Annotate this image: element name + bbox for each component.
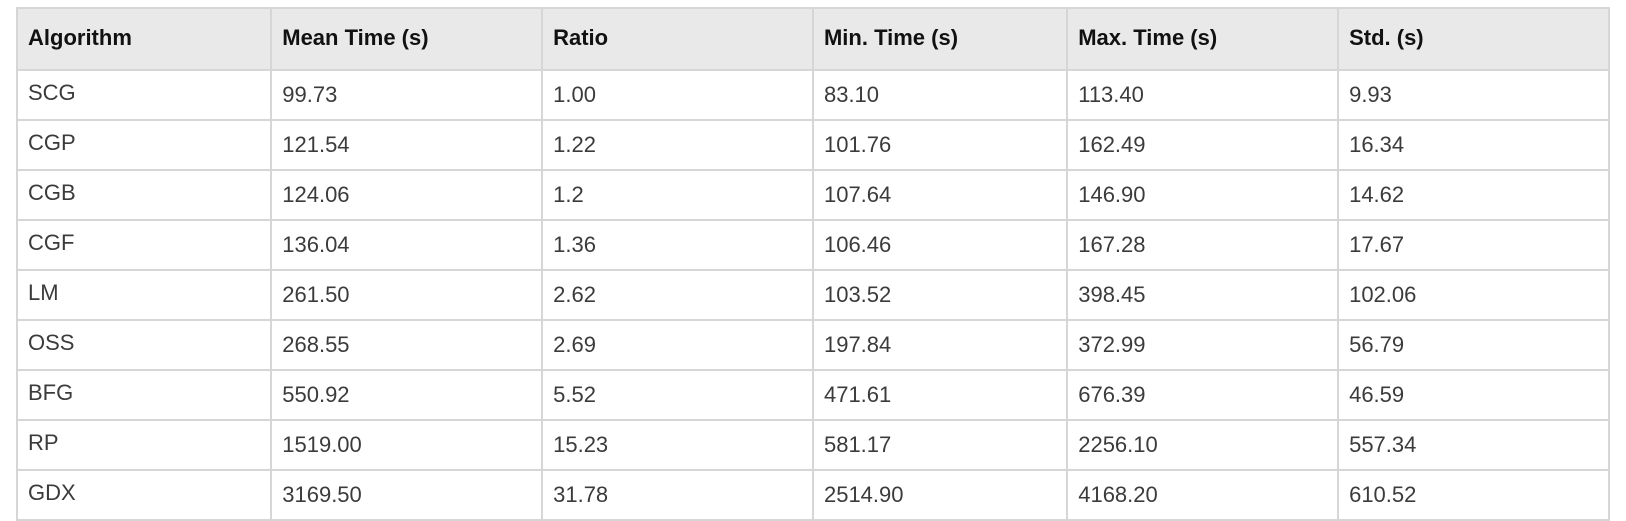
table-header: Algorithm Mean Time (s) Ratio Min. Time … (15, 7, 1610, 71)
cell-algorithm: CGB (15, 169, 273, 221)
cell-ratio: 1.2 (541, 169, 814, 221)
cell-std: 557.34 (1337, 419, 1610, 471)
cell-mean-time: 268.55 (270, 319, 544, 371)
table-row: CGF 136.04 1.36 106.46 167.28 17.67 (15, 219, 1610, 271)
cell-std: 46.59 (1337, 369, 1610, 421)
cell-max-time: 676.39 (1066, 369, 1340, 421)
table-body: SCG 99.73 1.00 83.10 113.40 9.93 CGP 121.54 1.22… (15, 69, 1610, 521)
cell-std: 17.67 (1337, 219, 1610, 271)
cell-algorithm: LM (15, 269, 273, 321)
table-row: GDX 3169.50 31.78 2514.90 4168.20 610.52 (15, 469, 1610, 521)
cell-max-time: 4168.20 (1066, 469, 1340, 521)
cell-std: 16.34 (1337, 119, 1610, 171)
cell-ratio: 1.36 (541, 219, 814, 271)
header-cell-ratio: Ratio (541, 7, 814, 71)
cell-max-time: 398.45 (1066, 269, 1340, 321)
table-row: BFG 550.92 5.52 471.61 676.39 46.59 (15, 369, 1610, 421)
header-cell-algorithm: Algorithm (15, 7, 273, 71)
cell-min-time: 101.76 (811, 119, 1069, 171)
cell-mean-time: 136.04 (270, 219, 544, 271)
cell-ratio: 5.52 (541, 369, 814, 421)
table-row: LM 261.50 2.62 103.52 398.45 102.06 (15, 269, 1610, 321)
header-cell-mean-time: Mean Time (s) (270, 7, 544, 71)
cell-mean-time: 121.54 (270, 119, 544, 171)
cell-min-time: 581.17 (811, 419, 1069, 471)
cell-std: 9.93 (1337, 69, 1610, 121)
cell-min-time: 197.84 (811, 319, 1069, 371)
cell-ratio: 2.69 (541, 319, 814, 371)
cell-max-time: 167.28 (1066, 219, 1340, 271)
cell-algorithm: CGP (15, 119, 273, 171)
cell-min-time: 2514.90 (811, 469, 1069, 521)
cell-mean-time: 124.06 (270, 169, 544, 221)
cell-ratio: 2.62 (541, 269, 814, 321)
cell-mean-time: 1519.00 (270, 419, 544, 471)
cell-max-time: 146.90 (1066, 169, 1340, 221)
cell-mean-time: 99.73 (270, 69, 544, 121)
table-row: RP 1519.00 15.23 581.17 2256.10 557.34 (15, 419, 1610, 471)
cell-mean-time: 550.92 (270, 369, 544, 421)
cell-std: 14.62 (1337, 169, 1610, 221)
cell-max-time: 372.99 (1066, 319, 1340, 371)
table-row: SCG 99.73 1.00 83.10 113.40 9.93 (15, 69, 1610, 121)
cell-algorithm: RP (15, 419, 273, 471)
table-row: OSS 268.55 2.69 197.84 372.99 56.79 (15, 319, 1610, 371)
cell-std: 610.52 (1337, 469, 1610, 521)
results-table: Algorithm Mean Time (s) Ratio Min. Time … (15, 7, 1610, 521)
header-cell-max-time: Max. Time (s) (1066, 7, 1340, 71)
cell-ratio: 1.22 (541, 119, 814, 171)
header-cell-std: Std. (s) (1337, 7, 1610, 71)
cell-min-time: 107.64 (811, 169, 1069, 221)
cell-ratio: 1.00 (541, 69, 814, 121)
cell-std: 56.79 (1337, 319, 1610, 371)
header-row: Algorithm Mean Time (s) Ratio Min. Time … (15, 7, 1610, 71)
header-cell-min-time: Min. Time (s) (811, 7, 1069, 71)
cell-max-time: 162.49 (1066, 119, 1340, 171)
cell-min-time: 471.61 (811, 369, 1069, 421)
cell-mean-time: 261.50 (270, 269, 544, 321)
cell-algorithm: GDX (15, 469, 273, 521)
cell-algorithm: SCG (15, 69, 273, 121)
cell-min-time: 103.52 (811, 269, 1069, 321)
cell-max-time: 2256.10 (1066, 419, 1340, 471)
cell-algorithm: OSS (15, 319, 273, 371)
table-row: CGP 121.54 1.22 101.76 162.49 16.34 (15, 119, 1610, 171)
cell-min-time: 106.46 (811, 219, 1069, 271)
table-row: CGB 124.06 1.2 107.64 146.90 14.62 (15, 169, 1610, 221)
cell-algorithm: CGF (15, 219, 273, 271)
cell-max-time: 113.40 (1066, 69, 1340, 121)
cell-std: 102.06 (1337, 269, 1610, 321)
cell-algorithm: BFG (15, 369, 273, 421)
cell-min-time: 83.10 (811, 69, 1069, 121)
cell-ratio: 15.23 (541, 419, 814, 471)
cell-ratio: 31.78 (541, 469, 814, 521)
cell-mean-time: 3169.50 (270, 469, 544, 521)
